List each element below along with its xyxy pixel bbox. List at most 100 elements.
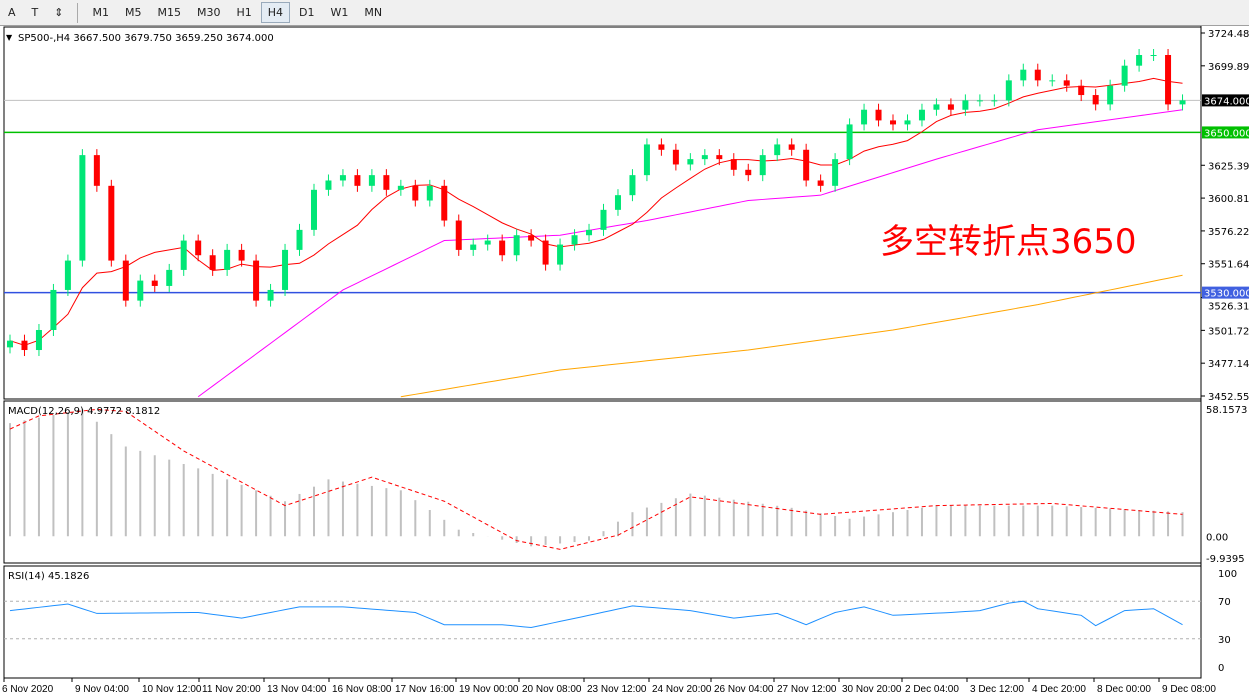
candle-body (1034, 69, 1041, 81)
candle-body (701, 155, 708, 160)
candle-body (672, 149, 679, 165)
collapse-triangle-icon: ▼ (6, 33, 13, 42)
x-tick-label: 2 Dec 04:00 (905, 684, 959, 695)
chart-area[interactable]: 3724.480 3699.895 3625.395 3600.810 3576.225… (0, 26, 1249, 699)
candle-body (64, 260, 71, 290)
rsi-tick-label: 30 (1218, 635, 1231, 646)
candle-body (890, 120, 897, 125)
candle-body (759, 155, 766, 176)
price-label-bg (1202, 126, 1249, 139)
x-tick-label: 13 Nov 04:00 (267, 684, 327, 695)
toolbar: A T ⇕ M1 M5 M15 M30 H1 H4 D1 W1 MN (0, 0, 1249, 26)
y-tick-label: 3526.310 (1208, 302, 1249, 313)
candle-body (368, 175, 375, 186)
x-tick-label: 8 Dec 00:00 (1097, 684, 1151, 695)
x-tick-label: 24 Nov 20:00 (652, 684, 712, 695)
price-label-bg (1202, 94, 1249, 107)
timeframe-MN[interactable]: MN (364, 6, 383, 19)
x-tick-label: 20 Nov 08:00 (522, 684, 582, 695)
candle-body (542, 240, 549, 265)
candle-body (1005, 80, 1012, 101)
price-label: 3674.000 (1204, 96, 1249, 107)
annotation-text: 多空转折点3650 (880, 222, 1137, 262)
x-tick-label: 19 Nov 00:00 (459, 684, 519, 695)
rsi-tick-label: 100 (1218, 569, 1237, 580)
text-icon[interactable]: A (8, 6, 16, 19)
candle-body (1121, 65, 1128, 86)
candle-body (614, 195, 621, 210)
candle-body (426, 185, 433, 201)
candle-body (817, 180, 824, 186)
candle-body (455, 220, 462, 250)
candle-body (137, 280, 144, 301)
candle-body (7, 340, 13, 348)
candle-body (1063, 80, 1070, 86)
candle-body (310, 189, 317, 230)
candle-body (441, 185, 448, 221)
candle-body (774, 144, 781, 156)
candle-body (1136, 54, 1143, 66)
candle-body (1049, 80, 1056, 82)
x-tick-label: 10 Nov 12:00 (142, 684, 202, 695)
candle-body (253, 260, 260, 301)
candle-body (470, 244, 477, 250)
candle-body (1150, 54, 1157, 56)
candle-body (1078, 85, 1085, 96)
candle-body (122, 260, 129, 301)
candle-body (267, 289, 274, 301)
timeframe-W1[interactable]: W1 (330, 6, 349, 19)
candle-body (716, 155, 723, 160)
candle-body (383, 175, 390, 190)
pane-2 (3, 565, 1202, 679)
x-tick-label: 9 Dec 08:00 (1162, 684, 1216, 695)
candle-body (788, 144, 795, 150)
candle-body (238, 249, 245, 261)
candle-body (21, 340, 28, 351)
candle-body (397, 185, 404, 190)
x-tick-label: 16 Nov 08:00 (332, 684, 392, 695)
y-tick-label: 3501.725 (1208, 326, 1249, 337)
timeframe-M5[interactable]: M5 (124, 6, 142, 19)
candle-body (499, 240, 506, 256)
candle-body (282, 249, 289, 290)
candle-body (846, 124, 853, 160)
candle-body (687, 159, 694, 165)
y-tick-label: 3576.225 (1208, 227, 1249, 238)
candle-body (875, 109, 882, 121)
candle-body (151, 280, 158, 286)
candle-body (904, 120, 911, 125)
candle-body (1179, 100, 1186, 105)
x-tick-label: 17 Nov 16:00 (395, 684, 455, 695)
candle-body (166, 269, 173, 286)
macd-tick-label: 58.1573 (1206, 405, 1247, 416)
candle-body (600, 209, 607, 230)
candle-body (730, 159, 737, 170)
x-tick-label: 30 Nov 20:00 (842, 684, 902, 695)
candle-body (947, 104, 954, 110)
timeframe-group: M1 M5 M15 M30 H1 H4 D1 W1 MN (84, 2, 390, 23)
timeframe-D1[interactable]: D1 (299, 6, 315, 19)
y-tick-label: 3724.480 (1208, 29, 1249, 40)
toolbar-divider (77, 2, 79, 23)
candle-body (557, 244, 564, 265)
y-tick-label: 3600.810 (1208, 194, 1249, 205)
candle-body (1107, 85, 1114, 105)
timeframe-M30[interactable]: M30 (196, 6, 221, 19)
timeframe-H4[interactable]: H4 (260, 2, 291, 23)
candle-body (108, 185, 115, 261)
text-label-icon[interactable]: T (31, 6, 39, 19)
timeframe-H1[interactable]: H1 (236, 6, 252, 19)
price-label-bg (1202, 286, 1249, 299)
candle-body (35, 329, 42, 351)
candle-body (79, 155, 86, 261)
ma-red-line (9, 77, 1183, 346)
candle-body (586, 229, 593, 236)
timeframe-M1[interactable]: M1 (92, 6, 109, 19)
x-tick-label: 6 Nov 2020 (2, 684, 54, 695)
candle-body (658, 144, 665, 150)
candle-body (339, 175, 346, 181)
price-label: 3650.000 (1204, 128, 1249, 139)
timeframe-M15[interactable]: M15 (157, 6, 181, 19)
x-tick-label: 26 Nov 04:00 (714, 684, 774, 695)
arrows-dropdown-icon[interactable]: ⇕ (54, 6, 64, 19)
